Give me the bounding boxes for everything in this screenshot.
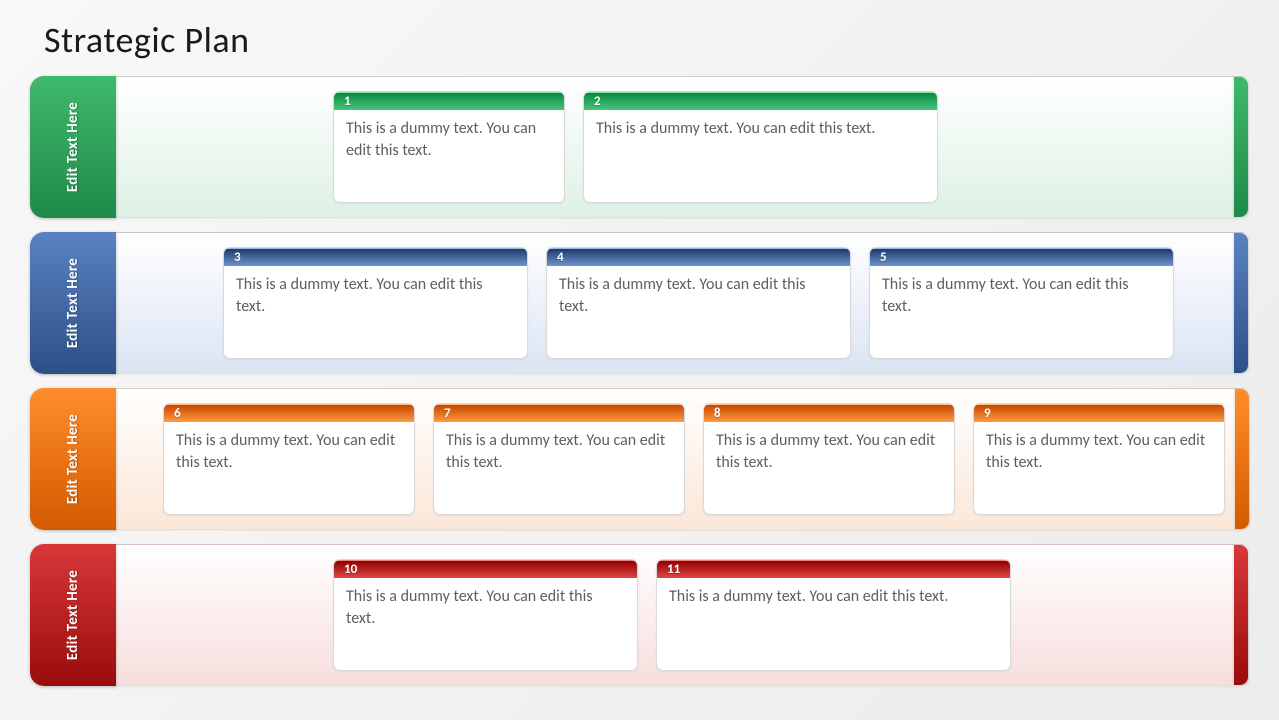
plan-row: Edit Text Here10This is a dummy text. Yo… [30,544,1249,686]
card-text: This is a dummy text. You can edit this … [870,266,1173,358]
plan-card[interactable]: 11This is a dummy text. You can edit thi… [656,559,1011,671]
plan-row: Edit Text Here6This is a dummy text. You… [30,388,1249,530]
plan-row: Edit Text Here1This is a dummy text. You… [30,76,1249,218]
card-header: 11 [657,560,1010,578]
row-tab-label: Edit Text Here [64,570,82,660]
row-tab-label: Edit Text Here [64,102,82,192]
row-tab[interactable]: Edit Text Here [30,544,116,686]
plan-card[interactable]: 5This is a dummy text. You can edit this… [869,247,1174,359]
rows-container: Edit Text Here1This is a dummy text. You… [30,76,1249,686]
card-wrap: 10This is a dummy text. You can edit thi… [333,559,1035,671]
plan-card[interactable]: 10This is a dummy text. You can edit thi… [333,559,638,671]
plan-row: Edit Text Here3This is a dummy text. You… [30,232,1249,374]
card-text: This is a dummy text. You can edit this … [224,266,527,358]
card-number: 9 [984,406,991,421]
card-wrap: 1This is a dummy text. You can edit this… [333,91,962,203]
card-text: This is a dummy text. You can edit this … [434,422,684,514]
card-text: This is a dummy text. You can edit this … [547,266,850,358]
row-body: 10This is a dummy text. You can edit thi… [112,544,1249,686]
card-number: 5 [880,250,887,265]
card-number: 11 [667,562,680,577]
plan-card[interactable]: 6This is a dummy text. You can edit this… [163,403,415,515]
row-stripe-right [1234,545,1248,685]
card-text: This is a dummy text. You can edit this … [974,422,1224,514]
card-header: 1 [334,92,564,110]
card-header: 8 [704,404,954,422]
card-number: 2 [594,94,601,109]
page-title: Strategic Plan [44,18,1249,62]
card-number: 7 [444,406,451,421]
card-header: 10 [334,560,637,578]
card-number: 1 [344,94,351,109]
row-tab[interactable]: Edit Text Here [30,232,116,374]
card-wrap: 3This is a dummy text. You can edit this… [223,247,1198,359]
card-text: This is a dummy text. You can edit this … [334,110,564,202]
card-header: 6 [164,404,414,422]
plan-card[interactable]: 2This is a dummy text. You can edit this… [583,91,938,203]
row-tab[interactable]: Edit Text Here [30,76,116,218]
card-wrap: 6This is a dummy text. You can edit this… [163,403,1249,515]
plan-card[interactable]: 3This is a dummy text. You can edit this… [223,247,528,359]
card-text: This is a dummy text. You can edit this … [704,422,954,514]
row-tab[interactable]: Edit Text Here [30,388,116,530]
card-number: 4 [557,250,564,265]
row-body: 3This is a dummy text. You can edit this… [112,232,1249,374]
plan-card[interactable]: 8This is a dummy text. You can edit this… [703,403,955,515]
plan-card[interactable]: 4This is a dummy text. You can edit this… [546,247,851,359]
row-body: 1This is a dummy text. You can edit this… [112,76,1249,218]
card-header: 4 [547,248,850,266]
row-stripe-right [1235,389,1249,529]
card-header: 5 [870,248,1173,266]
card-text: This is a dummy text. You can edit this … [584,110,937,202]
card-header: 2 [584,92,937,110]
row-tab-label: Edit Text Here [64,414,82,504]
card-number: 10 [344,562,357,577]
row-stripe-right [1234,77,1248,217]
card-number: 6 [174,406,181,421]
row-tab-label: Edit Text Here [64,258,82,348]
card-number: 3 [234,250,241,265]
row-stripe-right [1234,233,1248,373]
plan-card[interactable]: 9This is a dummy text. You can edit this… [973,403,1225,515]
card-text: This is a dummy text. You can edit this … [164,422,414,514]
plan-card[interactable]: 7This is a dummy text. You can edit this… [433,403,685,515]
row-body: 6This is a dummy text. You can edit this… [112,388,1250,530]
card-header: 3 [224,248,527,266]
card-text: This is a dummy text. You can edit this … [334,578,637,670]
card-header: 7 [434,404,684,422]
card-header: 9 [974,404,1224,422]
card-number: 8 [714,406,721,421]
plan-card[interactable]: 1This is a dummy text. You can edit this… [333,91,565,203]
card-text: This is a dummy text. You can edit this … [657,578,1010,670]
